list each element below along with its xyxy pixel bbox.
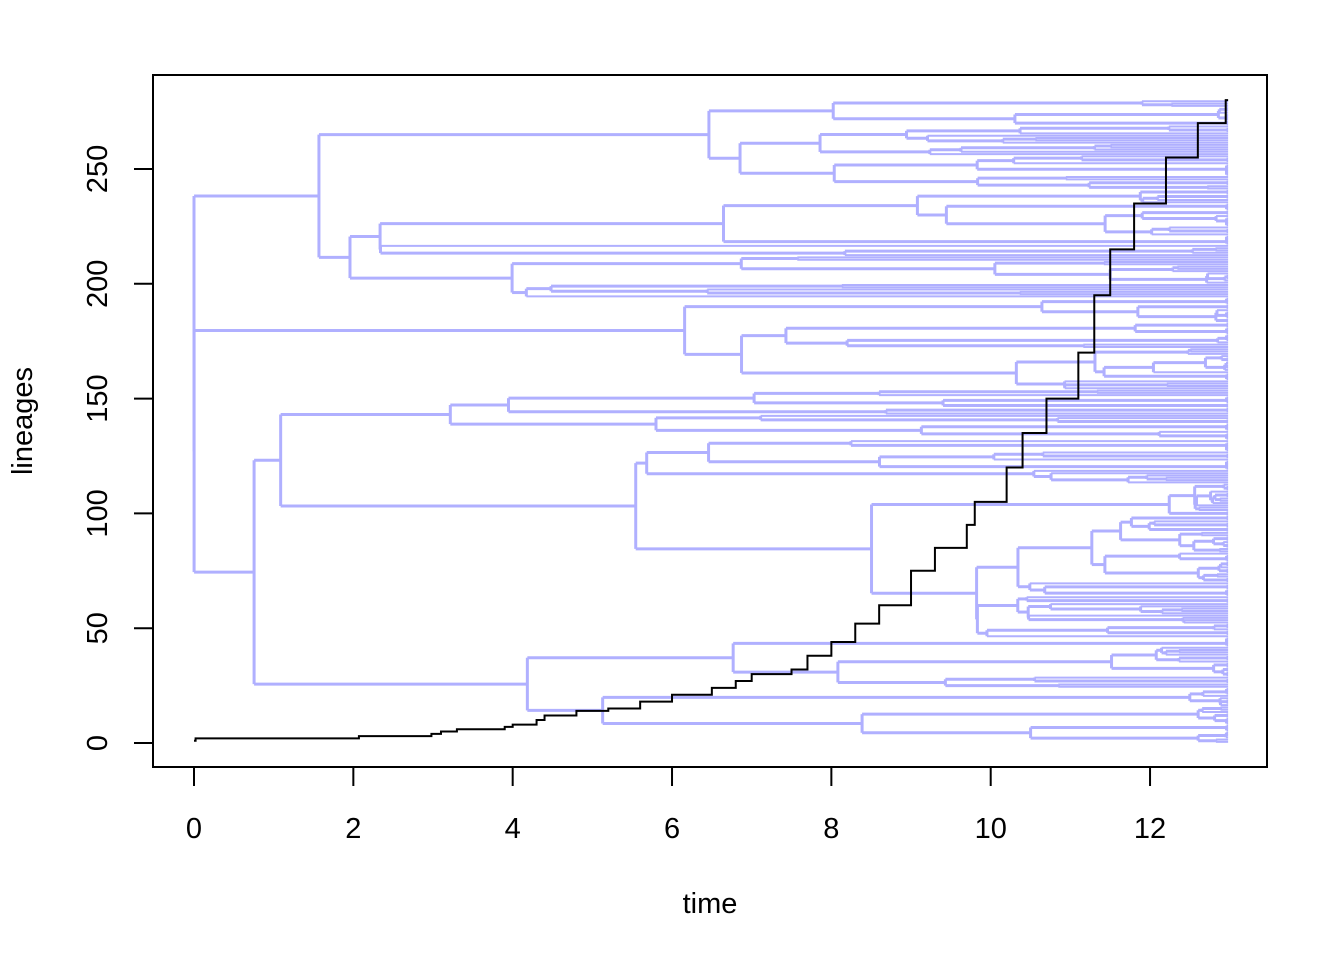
y-axis-label: lineages: [7, 367, 39, 475]
x-tick-label: 10: [975, 813, 1007, 845]
y-tick-label: 200: [82, 260, 114, 308]
x-axis-label: time: [683, 888, 738, 920]
y-tick-label: 150: [82, 374, 114, 422]
phylogeny-tree: [192, 100, 1229, 743]
ltt-line: [194, 99, 1229, 742]
x-tick-label: 12: [1134, 813, 1166, 845]
series-layer: [194, 99, 1229, 742]
x-tick-label: 2: [345, 813, 361, 845]
x-tick-label: 8: [823, 813, 839, 845]
x-tick-label: 6: [664, 813, 680, 845]
x-axis: 0 2 4 6 8 10 12: [186, 766, 1166, 845]
x-tick-label: 4: [505, 813, 521, 845]
y-tick-label: 100: [82, 489, 114, 537]
y-axis: 0 50 100 150 200 250: [82, 145, 154, 751]
y-tick-label: 50: [82, 612, 114, 644]
y-tick-label: 0: [82, 735, 114, 751]
x-tick-label: 0: [186, 813, 202, 845]
y-tick-label: 250: [82, 145, 114, 193]
